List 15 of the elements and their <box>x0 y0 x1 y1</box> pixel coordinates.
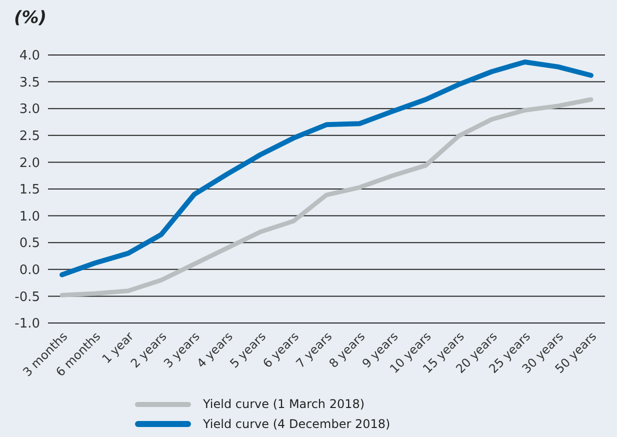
line-series <box>60 97 594 298</box>
y-tick-label: 4.0 <box>19 48 40 64</box>
y-tick-label: -0.5 <box>14 290 40 305</box>
y-tick-label: 1.5 <box>19 182 40 198</box>
y-tick-label: 3.0 <box>19 102 40 118</box>
y-axis-title: (%) <box>14 8 47 28</box>
y-tick-label: 2.0 <box>19 156 40 171</box>
y-tick-label: 1.0 <box>19 209 40 224</box>
legend-label: Yield curve (1 March 2018) <box>203 397 365 411</box>
y-tick-label: 2.5 <box>19 129 40 144</box>
y-tick-label: -1.0 <box>14 316 40 332</box>
y-tick-label: 0.5 <box>19 236 40 252</box>
y-tick-label: 3.5 <box>19 75 40 90</box>
legend-label: Yield curve (4 December 2018) <box>203 417 390 431</box>
y-tick-label: 0.0 <box>19 263 40 278</box>
